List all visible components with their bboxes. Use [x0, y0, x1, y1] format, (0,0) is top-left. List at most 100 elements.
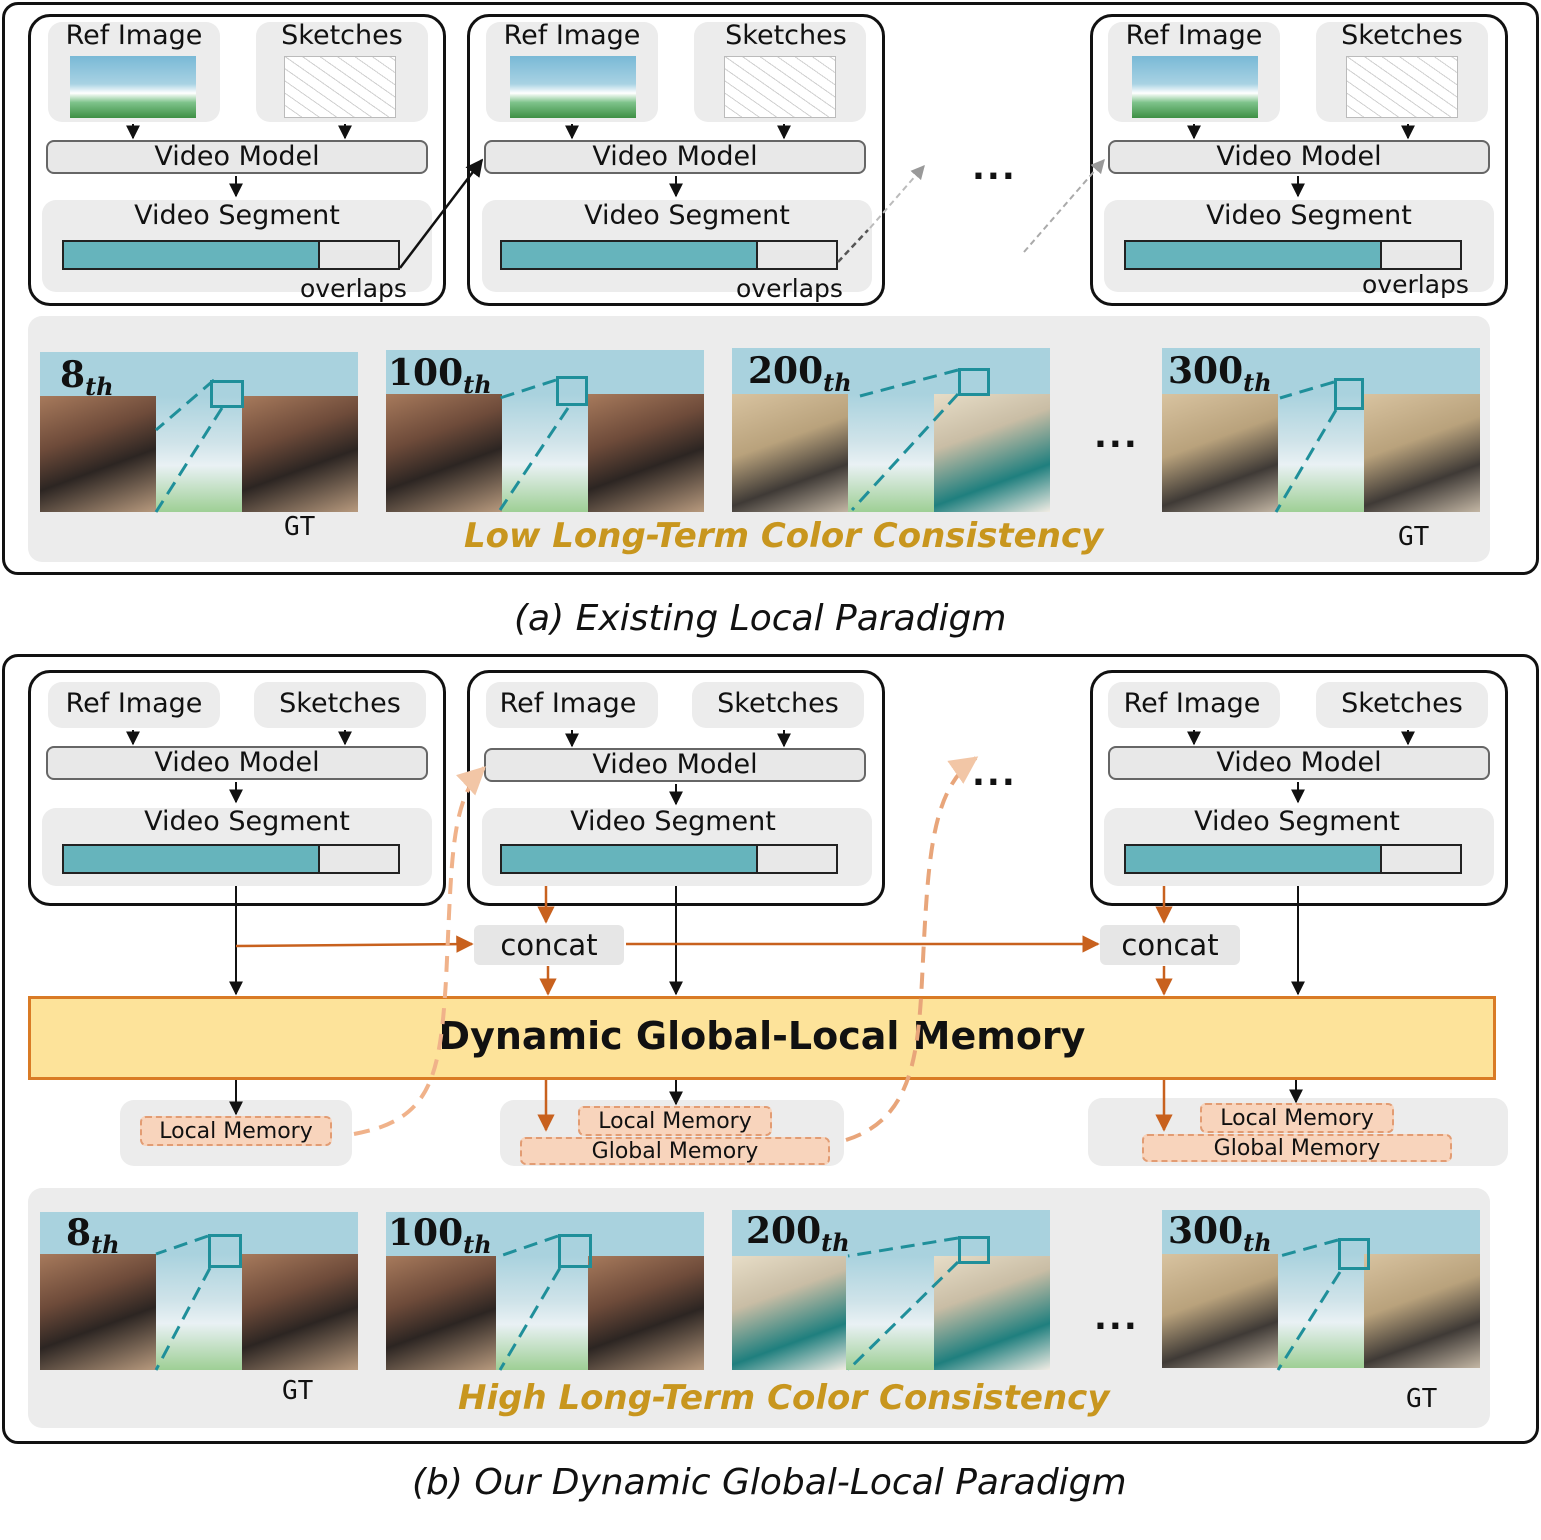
- bottom-ellipsis: ...: [972, 754, 1017, 794]
- bottom-frame-300: 300th: [1162, 1210, 1480, 1368]
- top-video-model-1: Video Model: [46, 140, 428, 174]
- local-memory-2: Local Memory: [578, 1106, 772, 1136]
- ref-image-thumbnail: [510, 56, 636, 118]
- gt-crop: [934, 394, 1050, 512]
- pred-crop: [40, 1254, 156, 1370]
- frame-label-8: 8th: [66, 1212, 120, 1260]
- bottom-segment-label-1: Video Segment: [144, 806, 350, 837]
- bottom-consistency-label: High Long-Term Color Consistency: [458, 1378, 1110, 1418]
- overlap-arrow-1: [399, 158, 484, 269]
- top-ellipsis: ...: [972, 148, 1017, 188]
- bottom-video-model-1: Video Model: [46, 746, 428, 780]
- top-overlaps-label-1: overlaps: [300, 274, 407, 303]
- top-ref-image-label-2: Ref Image: [503, 20, 641, 51]
- top-segment-bar-3: [1124, 240, 1462, 270]
- gt-crop: [242, 396, 358, 512]
- gt-crop: [242, 1254, 358, 1370]
- caption-b: (b) Our Dynamic Global-Local Paradigm: [412, 1462, 1127, 1503]
- top-segment-label-2: Video Segment: [584, 200, 790, 231]
- top-video-model-2: Video Model: [484, 140, 866, 174]
- top-ref-image-label-3: Ref Image: [1125, 20, 1263, 51]
- ref-image-thumbnail: [1132, 56, 1258, 118]
- top-overlaps-label-3: overlaps: [1362, 270, 1469, 299]
- bottom-video-model-2: Video Model: [484, 748, 866, 782]
- global-memory-3: Global Memory: [1142, 1134, 1452, 1162]
- pred-crop: [1162, 1254, 1278, 1368]
- bottom-frame-200: 200th: [732, 1210, 1050, 1370]
- gt-crop: [934, 1256, 1050, 1370]
- pred-crop: [732, 394, 848, 512]
- bottom-segment-bar-3: [1124, 844, 1462, 874]
- bottom-sketches-label-1: Sketches: [279, 688, 401, 719]
- top-segment-label-3: Video Segment: [1206, 200, 1412, 231]
- bottom-ref-image-card-2: [486, 682, 658, 728]
- top-frame-100: 100th: [386, 350, 704, 512]
- pred-crop: [732, 1256, 846, 1370]
- top-sketches-label-1: Sketches: [281, 20, 403, 51]
- frame-context: [156, 1254, 242, 1370]
- top-frames-ellipsis: ...: [1094, 416, 1139, 456]
- top-frame-8: 8th: [40, 352, 358, 512]
- dynamic-global-local-memory: [28, 996, 1496, 1080]
- ref-image-thumbnail: [70, 56, 196, 118]
- gt-crop: [1364, 1254, 1480, 1368]
- local-memory-3: Local Memory: [1200, 1103, 1394, 1133]
- gt-crop: [1364, 394, 1480, 512]
- bottom-ref-image-card-3: [1108, 682, 1280, 728]
- sketch-thumbnail: [724, 56, 836, 118]
- bottom-ref-image-label-1: Ref Image: [65, 688, 203, 719]
- sketch-thumbnail: [284, 56, 396, 118]
- pred-crop: [386, 1256, 496, 1370]
- memory-feedback-1: [353, 766, 487, 1136]
- frame-label-100: 100th: [388, 352, 492, 400]
- gt-crop: [588, 1256, 704, 1370]
- frame-context: [846, 1256, 934, 1370]
- bottom-sketches-card-3: [1316, 682, 1488, 728]
- top-sketches-label-2: Sketches: [725, 20, 847, 51]
- bottom-gt-left: GT: [282, 1376, 314, 1406]
- frame-label-200: 200th: [748, 350, 852, 398]
- top-video-model-3: Video Model: [1108, 140, 1490, 174]
- memory-title: Dynamic Global-Local Memory: [438, 1014, 1086, 1058]
- frame-label-200: 200th: [746, 1210, 850, 1258]
- overlap-arrow-2b: [869, 164, 925, 229]
- frame-label-300: 300th: [1168, 350, 1272, 398]
- frame-label-8: 8th: [60, 354, 114, 402]
- top-sketches-label-3: Sketches: [1341, 20, 1463, 51]
- pred-crop: [40, 396, 156, 512]
- pred-crop: [1162, 394, 1278, 512]
- bottom-sketches-label-2: Sketches: [717, 688, 839, 719]
- top-ref-image-label-1: Ref Image: [65, 20, 203, 51]
- pred-crop: [386, 394, 502, 512]
- top-segment-bar-2: [500, 240, 838, 270]
- frame-context: [1278, 394, 1364, 512]
- top-gt-left: GT: [284, 512, 316, 542]
- bottom-frame-8: 8th: [40, 1212, 358, 1370]
- bottom-segment-label-2: Video Segment: [570, 806, 776, 837]
- bottom-ref-image-card-1: [48, 682, 220, 728]
- frame-context: [848, 394, 934, 512]
- frame-label-300: 300th: [1168, 1210, 1272, 1258]
- top-frame-300: 300th: [1162, 348, 1480, 512]
- top-frame-200: 200th: [732, 348, 1050, 512]
- bottom-segment-bar-1: [62, 844, 400, 874]
- concat-box-1: concat: [474, 925, 624, 965]
- overlap-arrow-3: [1023, 158, 1105, 253]
- bottom-segment-label-3: Video Segment: [1194, 806, 1400, 837]
- bottom-ref-image-label-3: Ref Image: [1123, 688, 1261, 719]
- bottom-segment-bar-2: [500, 844, 838, 874]
- top-segment-bar-1: [62, 240, 400, 270]
- concat-box-2: concat: [1100, 925, 1240, 965]
- bottom-sketches-card-1: [254, 682, 426, 728]
- bottom-frame-100: 100th: [386, 1212, 704, 1370]
- gt-crop: [588, 394, 704, 512]
- top-consistency-label: Low Long-Term Color Consistency: [464, 516, 1104, 556]
- memory-feedback-2: [845, 756, 979, 1142]
- local-memory-1: Local Memory: [140, 1116, 332, 1146]
- global-memory-2: Global Memory: [520, 1137, 830, 1165]
- top-overlaps-label-2: overlaps: [736, 274, 843, 303]
- top-segment-label-1: Video Segment: [134, 200, 340, 231]
- bottom-frames-ellipsis: ...: [1094, 1298, 1139, 1338]
- frame-context: [156, 396, 242, 512]
